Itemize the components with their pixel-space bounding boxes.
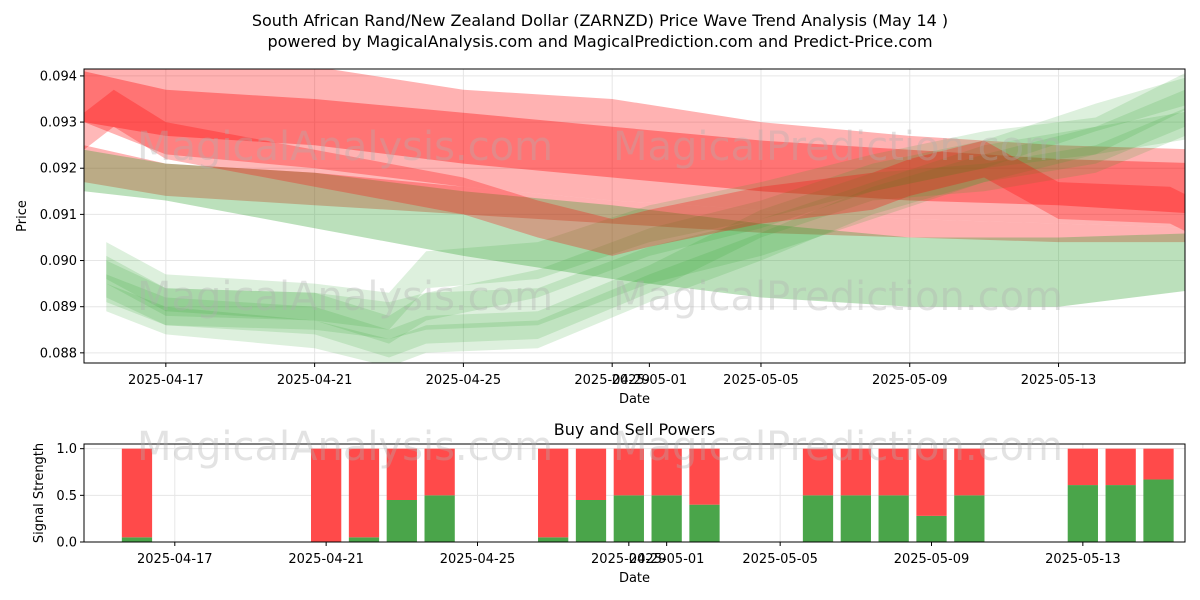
price-x-tick-label: 2025-04-29 xyxy=(574,373,650,388)
signal-x-tick-label: 2025-05-01 xyxy=(629,552,705,567)
price-x-tick-label: 2025-05-09 xyxy=(872,373,948,388)
price-plot: 0.088 0.089 0.090 0.091 0.092 0.093 0.094 2025-… xyxy=(15,68,1186,407)
price-x-tick-label: 2025-05-13 xyxy=(1021,373,1097,388)
price-y-tick-label: 0.093 xyxy=(40,116,77,131)
buy-bar xyxy=(424,495,455,542)
sell-bar xyxy=(1067,448,1098,486)
price-band-red-wave xyxy=(84,89,1185,256)
price-band-green-wave-5 xyxy=(106,111,1185,363)
signal-x-tick-label: 2025-04-17 xyxy=(137,552,213,567)
signal-x-tick-label: 2025-04-21 xyxy=(288,552,364,567)
sell-bar xyxy=(121,448,153,538)
buy-bar xyxy=(689,504,720,542)
buy-bar xyxy=(348,537,380,542)
price-y-tick-label: 0.092 xyxy=(40,162,77,177)
signal-bars xyxy=(121,448,1174,542)
watermark-bottom-right: MagicalPrediction.com xyxy=(613,424,1063,470)
chart-title-line1: South African Rand/New Zealand Dollar (Z… xyxy=(252,11,948,30)
signal-y-axis-label: Signal Strength xyxy=(32,443,47,543)
buy-bar xyxy=(916,515,947,542)
price-bands xyxy=(84,69,1185,363)
buy-bar xyxy=(613,495,644,542)
sell-bar xyxy=(689,448,720,505)
price-band-green-wave-1 xyxy=(106,89,1185,339)
price-x-ticks: 2025-04-17 2025-04-21 2025-04-25 2025-04-29… xyxy=(128,363,1096,388)
signal-y-tick-label: 0.0 xyxy=(56,536,77,551)
signal-x-tick-label: 2025-05-05 xyxy=(742,552,818,567)
price-band-red-band-main xyxy=(84,71,1185,214)
buy-bar xyxy=(878,495,909,542)
signal-x-tick-label: 2025-05-13 xyxy=(1045,552,1121,567)
signal-x-ticks: 2025-04-17 2025-04-21 2025-04-25 2025-04-29… xyxy=(137,542,1121,567)
price-x-tick-label: 2025-04-17 xyxy=(128,373,204,388)
buy-bar xyxy=(1067,485,1098,542)
price-x-tick-label: 2025-05-01 xyxy=(612,373,688,388)
sell-bar xyxy=(575,448,607,500)
sell-bar xyxy=(954,448,985,496)
watermark-top-left: MagicalAnalysis.com xyxy=(137,124,553,170)
price-grid xyxy=(84,69,1185,363)
price-y-axis-label: Price xyxy=(15,200,30,232)
price-band-green-wave-4 xyxy=(106,73,1185,330)
price-x-tick-label: 2025-04-25 xyxy=(426,373,502,388)
signal-plot-frame xyxy=(83,443,1186,543)
buy-bar xyxy=(1105,485,1136,542)
signal-x-tick-label: 2025-05-09 xyxy=(894,552,970,567)
sell-bar xyxy=(651,448,682,496)
signal-x-tick-label: 2025-04-29 xyxy=(591,552,667,567)
price-x-axis-label: Date xyxy=(619,392,650,407)
buy-bar xyxy=(386,500,417,542)
price-band-green-wave-2 xyxy=(106,77,1185,344)
buy-bar xyxy=(575,500,607,542)
sell-bar xyxy=(1143,448,1174,480)
buy-bar xyxy=(1143,479,1174,542)
buy-bar xyxy=(121,537,153,542)
price-y-tick-label: 0.091 xyxy=(40,208,77,223)
price-band-red-band-narrow xyxy=(84,145,1185,243)
buy-bar xyxy=(840,495,871,542)
price-x-tick-label: 2025-04-21 xyxy=(277,373,353,388)
sell-bar xyxy=(424,448,455,496)
sell-bar xyxy=(386,448,417,500)
chart-title-line2: powered by MagicalAnalysis.com and Magic… xyxy=(267,32,932,51)
price-band-green-band-wide xyxy=(84,149,1185,307)
signal-y-ticks: 0.0 0.5 1.0 xyxy=(56,442,84,551)
watermark-mid-right: MagicalPrediction.com xyxy=(613,274,1063,320)
price-y-tick-label: 0.090 xyxy=(40,254,77,269)
sell-bar xyxy=(878,448,909,496)
sell-bar xyxy=(348,448,380,538)
sell-bar xyxy=(840,448,871,496)
sell-bar xyxy=(916,448,947,516)
price-y-tick-label: 0.089 xyxy=(40,300,77,315)
sell-bar xyxy=(613,448,644,496)
signal-y-tick-label: 0.5 xyxy=(56,489,77,504)
price-plot-frame xyxy=(83,68,1186,364)
price-band-red-band-wide xyxy=(84,69,1185,228)
watermark-mid-left: MagicalAnalysis.com xyxy=(137,274,553,320)
buy-bar xyxy=(954,495,985,542)
sell-bar xyxy=(538,448,569,538)
price-y-ticks: 0.088 0.089 0.090 0.091 0.092 0.093 0.094 xyxy=(40,69,84,361)
signal-chart-title: Buy and Sell Powers xyxy=(554,420,716,439)
buy-bar xyxy=(802,495,834,542)
signal-x-axis-label: Date xyxy=(619,571,650,586)
signal-y-tick-label: 1.0 xyxy=(56,442,77,457)
watermark-top-right: MagicalPrediction.com xyxy=(613,124,1063,170)
price-band-green-wave-3 xyxy=(106,108,1185,358)
signal-x-tick-label: 2025-04-25 xyxy=(440,552,516,567)
watermark-bottom-left: MagicalAnalysis.com xyxy=(137,424,553,470)
price-y-tick-label: 0.088 xyxy=(40,346,77,361)
buy-bar xyxy=(538,537,569,542)
buy-bar xyxy=(651,495,682,542)
price-y-tick-label: 0.094 xyxy=(40,69,77,84)
sell-bar xyxy=(311,448,342,542)
sell-bar xyxy=(1105,448,1136,486)
sell-bar xyxy=(802,448,834,496)
price-x-tick-label: 2025-05-05 xyxy=(723,373,799,388)
